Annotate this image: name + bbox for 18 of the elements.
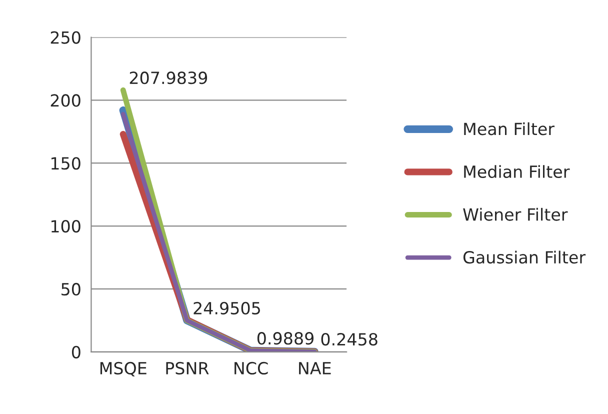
x-tick-label: PSNR <box>166 362 209 375</box>
y-tick-label: 0 <box>72 346 80 358</box>
y-tick-label: 200 <box>50 94 80 107</box>
legend-label: Median Filter <box>464 165 570 178</box>
x-tick-label: NAE <box>299 362 331 374</box>
legend-label: Mean Filter <box>464 122 555 136</box>
y-tick-label: 50 <box>62 282 80 296</box>
legend-label: Wiener Filter <box>463 208 568 221</box>
data-label: 24.9505 <box>194 302 260 314</box>
y-tick-label: 100 <box>51 220 80 233</box>
data-label: 207.9839 <box>130 72 208 84</box>
y-tick-label: 150 <box>51 157 80 170</box>
x-tick-label: NCC <box>234 362 268 375</box>
legend-label: Gaussian Filter <box>463 250 586 264</box>
data-label: 0.9889 <box>257 332 314 345</box>
x-tick-label: MSQE <box>100 362 146 376</box>
data-label: 0.2458 <box>321 332 378 346</box>
y-tick-label: 250 <box>50 31 80 44</box>
